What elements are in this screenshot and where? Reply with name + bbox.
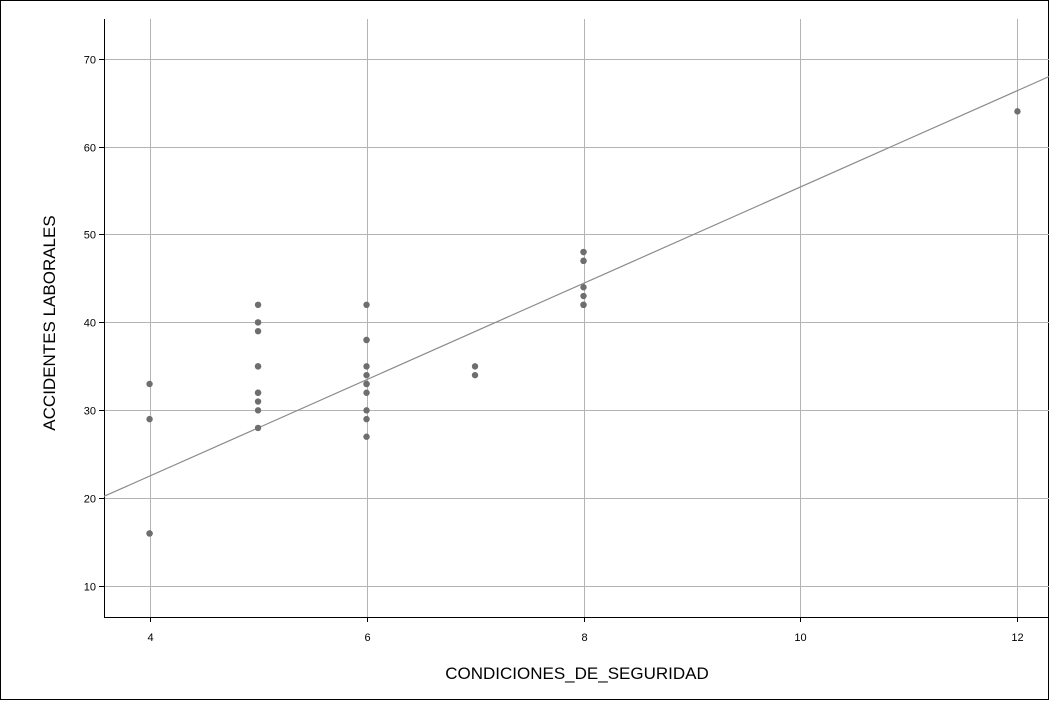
data-point [363, 363, 370, 370]
data-point [580, 257, 587, 265]
fit-line [103, 75, 1049, 497]
data-point [363, 371, 370, 379]
x-tick-label: 8 [581, 632, 587, 644]
data-point [471, 371, 479, 379]
data-point [254, 319, 262, 326]
data-point [363, 415, 370, 423]
y-axis-title: ACCIDENTES LABORALES [40, 215, 59, 430]
data-point [146, 415, 153, 423]
x-axis-title: CONDICIONES_DE_SEGURIDAD [445, 664, 709, 683]
y-tick-label: 40 [84, 318, 96, 330]
x-tick-label: 10 [794, 632, 806, 644]
points-layer [146, 108, 1021, 537]
data-point [580, 284, 587, 291]
data-point [254, 301, 262, 309]
y-tick-label: 30 [84, 406, 96, 418]
data-point [254, 407, 262, 414]
data-point [363, 407, 370, 414]
data-point [580, 292, 587, 300]
data-point [254, 389, 262, 396]
data-point [254, 363, 262, 370]
data-point [254, 398, 262, 405]
x-tick-label: 6 [364, 632, 370, 644]
data-point [363, 380, 370, 388]
tick-label-layer: 10 20 30 40 50 60 70 4 6 8 10 12 [84, 55, 1024, 645]
grid-layer [104, 19, 1049, 617]
data-point [580, 248, 587, 256]
x-tick-label: 4 [147, 632, 153, 644]
data-point [471, 363, 479, 370]
data-point [146, 380, 153, 388]
data-point [1014, 108, 1021, 115]
data-point [146, 530, 153, 537]
y-tick-label: 70 [84, 55, 96, 67]
data-point [254, 327, 262, 335]
data-point [363, 389, 370, 396]
y-tick-label: 20 [84, 494, 96, 506]
fit-line-layer [103, 75, 1049, 497]
y-tick-label: 10 [84, 582, 96, 594]
data-point [363, 301, 370, 309]
data-point [363, 433, 370, 440]
data-point [254, 424, 262, 432]
axis-layer [99, 19, 1049, 622]
y-tick-label: 60 [84, 143, 96, 155]
y-tick-label: 50 [84, 230, 96, 242]
data-point [580, 301, 587, 309]
x-tick-label: 12 [1011, 632, 1023, 644]
data-point [363, 336, 370, 344]
